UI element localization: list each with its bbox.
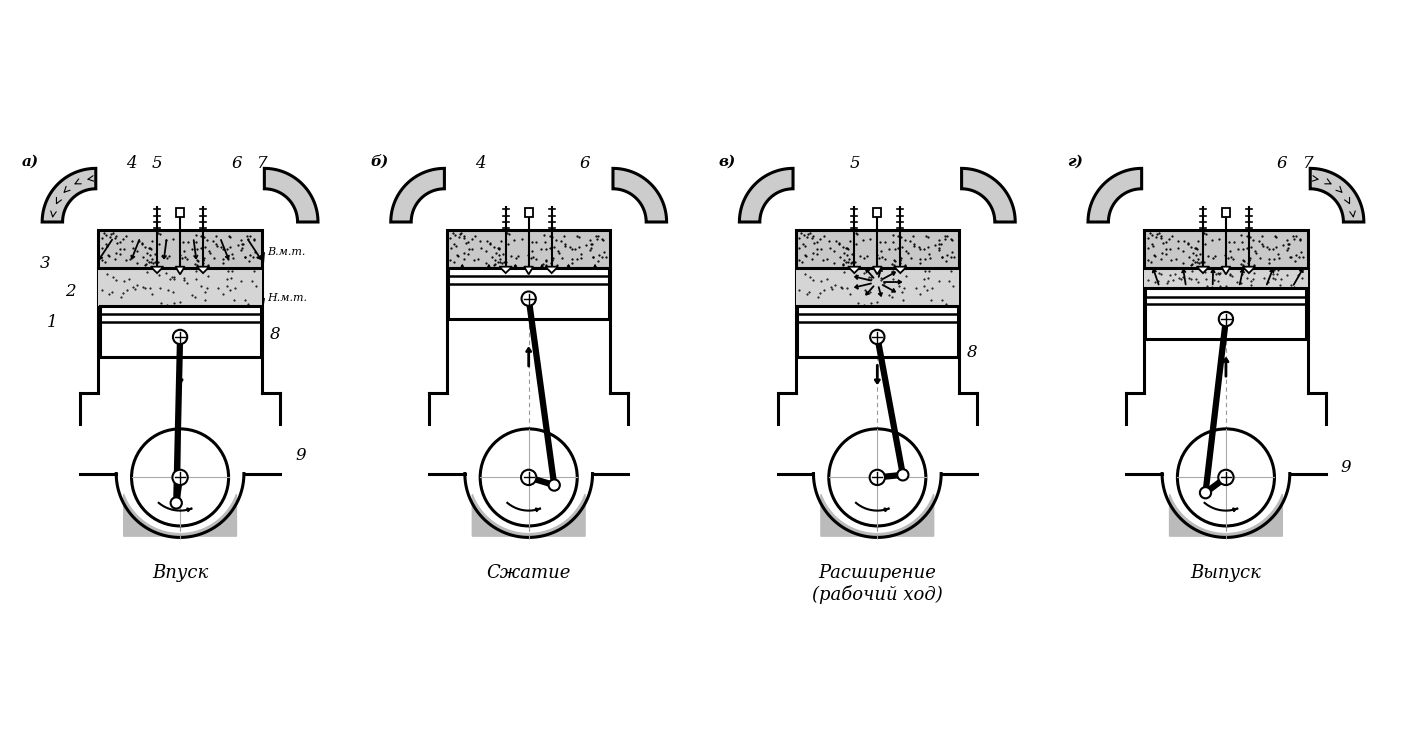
- Text: Сжатие: Сжатие: [486, 564, 571, 582]
- Bar: [176, 208, 184, 217]
- Polygon shape: [524, 267, 533, 274]
- Polygon shape: [1197, 267, 1209, 273]
- Text: 6: 6: [231, 155, 242, 172]
- Polygon shape: [472, 494, 585, 536]
- Circle shape: [522, 292, 536, 306]
- Polygon shape: [499, 267, 512, 273]
- Circle shape: [548, 479, 560, 490]
- Polygon shape: [1170, 494, 1282, 536]
- Circle shape: [897, 470, 908, 481]
- Circle shape: [1177, 429, 1274, 526]
- Text: Выпуск: Выпуск: [1191, 564, 1261, 582]
- Polygon shape: [797, 306, 957, 357]
- Polygon shape: [176, 267, 184, 274]
- Polygon shape: [447, 230, 610, 268]
- Text: 7: 7: [1302, 155, 1313, 172]
- Polygon shape: [124, 494, 236, 536]
- Polygon shape: [740, 168, 793, 222]
- Text: в): в): [718, 154, 737, 169]
- Text: 4: 4: [127, 155, 136, 172]
- Circle shape: [1199, 487, 1211, 498]
- Text: а): а): [21, 154, 39, 169]
- Text: 9: 9: [1341, 459, 1351, 476]
- Circle shape: [170, 497, 181, 508]
- Text: б): б): [370, 154, 388, 169]
- Circle shape: [1218, 470, 1233, 485]
- Polygon shape: [197, 267, 209, 273]
- Bar: [873, 208, 882, 217]
- Polygon shape: [1088, 168, 1142, 222]
- Text: Расширение
(рабочий ход): Расширение (рабочий ход): [811, 564, 942, 604]
- Polygon shape: [264, 168, 318, 222]
- Polygon shape: [1243, 267, 1256, 273]
- Polygon shape: [391, 168, 444, 222]
- Circle shape: [173, 470, 188, 485]
- Circle shape: [828, 429, 925, 526]
- Bar: [1222, 208, 1230, 217]
- Polygon shape: [821, 494, 934, 536]
- Text: 6: 6: [579, 155, 591, 172]
- Polygon shape: [546, 267, 558, 273]
- Polygon shape: [150, 267, 163, 273]
- Bar: [524, 208, 533, 217]
- Circle shape: [870, 330, 884, 344]
- Polygon shape: [894, 267, 907, 273]
- Text: 8: 8: [967, 344, 977, 362]
- Text: 4: 4: [475, 155, 485, 172]
- Polygon shape: [1144, 268, 1308, 289]
- Text: 2: 2: [65, 283, 76, 300]
- Text: 1: 1: [48, 314, 58, 331]
- Polygon shape: [796, 268, 959, 306]
- Polygon shape: [1144, 230, 1308, 268]
- Circle shape: [522, 470, 536, 485]
- Text: В.м.т.: В.м.т.: [267, 248, 305, 257]
- Text: 8: 8: [270, 326, 280, 344]
- Text: 7: 7: [257, 155, 267, 172]
- Polygon shape: [796, 230, 959, 268]
- Polygon shape: [1310, 168, 1364, 222]
- Polygon shape: [873, 267, 882, 274]
- Text: г): г): [1067, 154, 1084, 169]
- Circle shape: [481, 429, 578, 526]
- Polygon shape: [42, 168, 96, 222]
- Polygon shape: [962, 168, 1015, 222]
- Text: 3: 3: [39, 255, 51, 272]
- Polygon shape: [98, 268, 262, 306]
- Text: 5: 5: [849, 155, 860, 172]
- Circle shape: [173, 330, 187, 344]
- Polygon shape: [449, 268, 609, 319]
- Text: 9: 9: [295, 446, 305, 464]
- Polygon shape: [98, 230, 262, 268]
- Polygon shape: [100, 306, 260, 357]
- Circle shape: [132, 429, 229, 526]
- Text: Впуск: Впуск: [152, 564, 208, 582]
- Circle shape: [870, 470, 884, 485]
- Text: Н.м.т.: Н.м.т.: [267, 293, 307, 303]
- Polygon shape: [1146, 289, 1306, 340]
- Polygon shape: [613, 168, 666, 222]
- Polygon shape: [848, 267, 860, 273]
- Polygon shape: [1222, 267, 1230, 274]
- Text: 6: 6: [1277, 155, 1288, 172]
- Circle shape: [1219, 312, 1233, 326]
- Text: 5: 5: [152, 155, 163, 172]
